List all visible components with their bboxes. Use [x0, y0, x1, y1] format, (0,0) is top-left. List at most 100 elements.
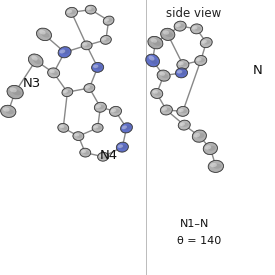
Ellipse shape: [178, 120, 190, 130]
Ellipse shape: [6, 109, 14, 114]
Ellipse shape: [178, 24, 185, 28]
Ellipse shape: [159, 72, 165, 76]
Ellipse shape: [213, 164, 222, 169]
Ellipse shape: [120, 123, 133, 133]
Ellipse shape: [31, 56, 38, 60]
Ellipse shape: [150, 38, 157, 43]
Ellipse shape: [177, 60, 189, 70]
Ellipse shape: [118, 144, 123, 148]
Ellipse shape: [83, 151, 89, 155]
Ellipse shape: [165, 32, 173, 37]
Ellipse shape: [48, 68, 60, 78]
Ellipse shape: [87, 7, 92, 10]
Ellipse shape: [175, 23, 181, 27]
Ellipse shape: [151, 89, 163, 98]
Ellipse shape: [41, 32, 50, 38]
Ellipse shape: [181, 62, 187, 67]
Ellipse shape: [101, 155, 107, 158]
Ellipse shape: [120, 145, 127, 149]
Ellipse shape: [51, 71, 58, 75]
Ellipse shape: [94, 125, 98, 128]
Ellipse shape: [63, 90, 68, 93]
Text: N: N: [252, 64, 262, 77]
Ellipse shape: [98, 105, 105, 109]
Ellipse shape: [161, 28, 175, 40]
Ellipse shape: [122, 125, 127, 129]
Ellipse shape: [208, 160, 224, 172]
Ellipse shape: [192, 26, 197, 29]
Ellipse shape: [80, 148, 91, 157]
Ellipse shape: [59, 125, 64, 128]
Ellipse shape: [39, 30, 46, 34]
Ellipse shape: [81, 41, 92, 50]
Ellipse shape: [101, 37, 106, 41]
Ellipse shape: [178, 109, 184, 112]
Ellipse shape: [3, 107, 10, 112]
Ellipse shape: [200, 38, 212, 48]
Ellipse shape: [177, 106, 189, 116]
Ellipse shape: [84, 84, 95, 92]
Ellipse shape: [163, 30, 169, 35]
Ellipse shape: [107, 18, 112, 22]
Ellipse shape: [28, 54, 43, 67]
Text: N1–N: N1–N: [180, 219, 210, 229]
Ellipse shape: [194, 133, 200, 138]
Ellipse shape: [157, 70, 170, 81]
Ellipse shape: [177, 70, 182, 73]
Ellipse shape: [87, 86, 94, 90]
Text: N4: N4: [100, 149, 118, 162]
Text: side view: side view: [166, 7, 221, 20]
Ellipse shape: [180, 122, 185, 126]
Ellipse shape: [7, 86, 23, 99]
Ellipse shape: [162, 107, 167, 111]
Ellipse shape: [178, 62, 184, 65]
Ellipse shape: [76, 134, 82, 138]
Ellipse shape: [104, 18, 109, 22]
Ellipse shape: [65, 90, 72, 94]
Ellipse shape: [204, 40, 211, 44]
Ellipse shape: [109, 106, 122, 116]
Ellipse shape: [33, 58, 41, 64]
Ellipse shape: [89, 8, 95, 11]
Ellipse shape: [191, 24, 203, 34]
Ellipse shape: [69, 10, 76, 14]
Ellipse shape: [199, 58, 205, 62]
Ellipse shape: [61, 126, 67, 130]
Ellipse shape: [92, 123, 103, 132]
Ellipse shape: [65, 7, 78, 17]
Ellipse shape: [208, 146, 216, 151]
Ellipse shape: [125, 125, 131, 130]
Ellipse shape: [174, 21, 186, 31]
Ellipse shape: [164, 108, 171, 112]
Ellipse shape: [203, 142, 218, 155]
Ellipse shape: [155, 92, 161, 96]
Ellipse shape: [150, 58, 158, 64]
Text: θ = 140: θ = 140: [177, 236, 222, 246]
Ellipse shape: [103, 16, 114, 25]
Ellipse shape: [67, 10, 72, 13]
Ellipse shape: [148, 36, 163, 49]
Ellipse shape: [179, 71, 186, 75]
Ellipse shape: [197, 133, 205, 138]
Ellipse shape: [62, 50, 70, 54]
Ellipse shape: [59, 50, 65, 53]
Ellipse shape: [95, 65, 102, 69]
Ellipse shape: [146, 54, 159, 67]
Ellipse shape: [202, 40, 207, 44]
Ellipse shape: [81, 150, 86, 153]
Ellipse shape: [62, 88, 73, 97]
Ellipse shape: [49, 70, 55, 73]
Ellipse shape: [92, 62, 104, 72]
Ellipse shape: [85, 5, 96, 14]
Ellipse shape: [152, 90, 158, 94]
Ellipse shape: [74, 133, 79, 136]
Ellipse shape: [99, 154, 104, 157]
Ellipse shape: [194, 27, 201, 31]
Ellipse shape: [58, 47, 71, 58]
Ellipse shape: [98, 152, 109, 161]
Ellipse shape: [113, 109, 120, 113]
Ellipse shape: [111, 109, 116, 112]
Ellipse shape: [148, 56, 155, 60]
Ellipse shape: [182, 123, 189, 127]
Ellipse shape: [96, 104, 101, 108]
